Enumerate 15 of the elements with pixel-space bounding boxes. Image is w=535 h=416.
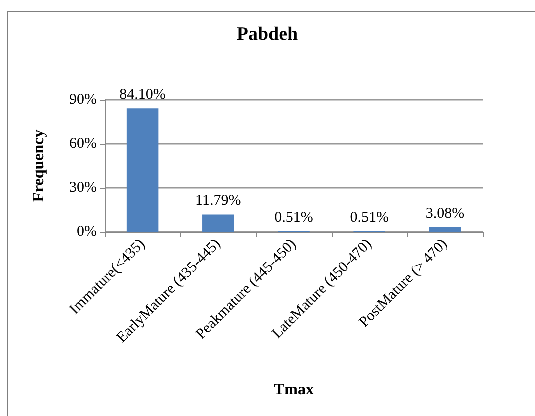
y-tick-label: 30%: [70, 180, 97, 196]
bar: [202, 214, 234, 232]
bar: [429, 227, 462, 232]
data-label: 0.51%: [274, 210, 314, 226]
y-axis-title: Frequency: [30, 130, 48, 202]
data-label: 84.10%: [120, 87, 166, 104]
x-axis-title: Tmax: [274, 382, 314, 398]
chart-title: Pabdeh: [236, 24, 299, 45]
data-label: 11.79%: [196, 193, 242, 210]
y-tick-label: 60%: [70, 136, 97, 152]
y-tick-label: 90%: [70, 92, 97, 108]
bar: [126, 108, 159, 232]
data-label: 3.08%: [426, 206, 465, 222]
y-tick-label: 0%: [77, 224, 97, 240]
data-label: 0.51%: [350, 210, 389, 226]
